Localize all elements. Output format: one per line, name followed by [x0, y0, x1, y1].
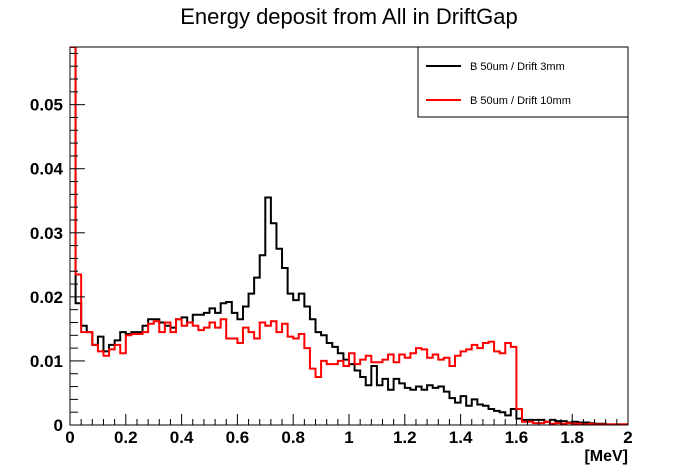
legend-label-series-2: B 50um / Drift 10mm — [470, 95, 571, 107]
x-tick-label: 0.6 — [226, 428, 250, 447]
tick-label-layer: 0 0.2 0.4 0.6 0.8 1 1.2 1.4 1.6 1.8 2 0 0.01 0.02 0.03… — [30, 96, 633, 447]
x-tick-label: 1.6 — [505, 428, 529, 447]
y-tick-label: 0 — [54, 416, 63, 435]
chart-title: Energy deposit from All in DriftGap — [180, 4, 517, 29]
legend-box — [417, 46, 629, 118]
x-tick-label: 1 — [344, 428, 353, 447]
x-tick-label: 0.4 — [170, 428, 194, 447]
legend-label-series-1: B 50um / Drift 3mm — [470, 61, 565, 73]
x-tick-label: 2 — [623, 428, 632, 447]
y-tick-label: 0.04 — [30, 160, 64, 179]
y-tick-label: 0.02 — [30, 288, 63, 307]
x-tick-label: 1.8 — [560, 428, 584, 447]
x-tick-label: 1.2 — [393, 428, 417, 447]
series-layer — [70, 47, 628, 425]
x-tick-label: 0.2 — [114, 428, 138, 447]
x-axis-label: [MeV] — [584, 448, 628, 465]
y-tick-label: 0.05 — [30, 96, 63, 115]
y-tick-label: 0.01 — [30, 352, 63, 371]
y-tick-label: 0.03 — [30, 224, 63, 243]
series-line-2 — [70, 47, 628, 425]
legend: B 50um / Drift 3mm B 50um / Drift 10mm — [417, 46, 629, 118]
ticks-layer — [69, 52, 629, 426]
x-tick-label: 0.8 — [281, 428, 305, 447]
x-tick-label: 0 — [65, 428, 74, 447]
x-tick-label: 1.4 — [449, 428, 473, 447]
